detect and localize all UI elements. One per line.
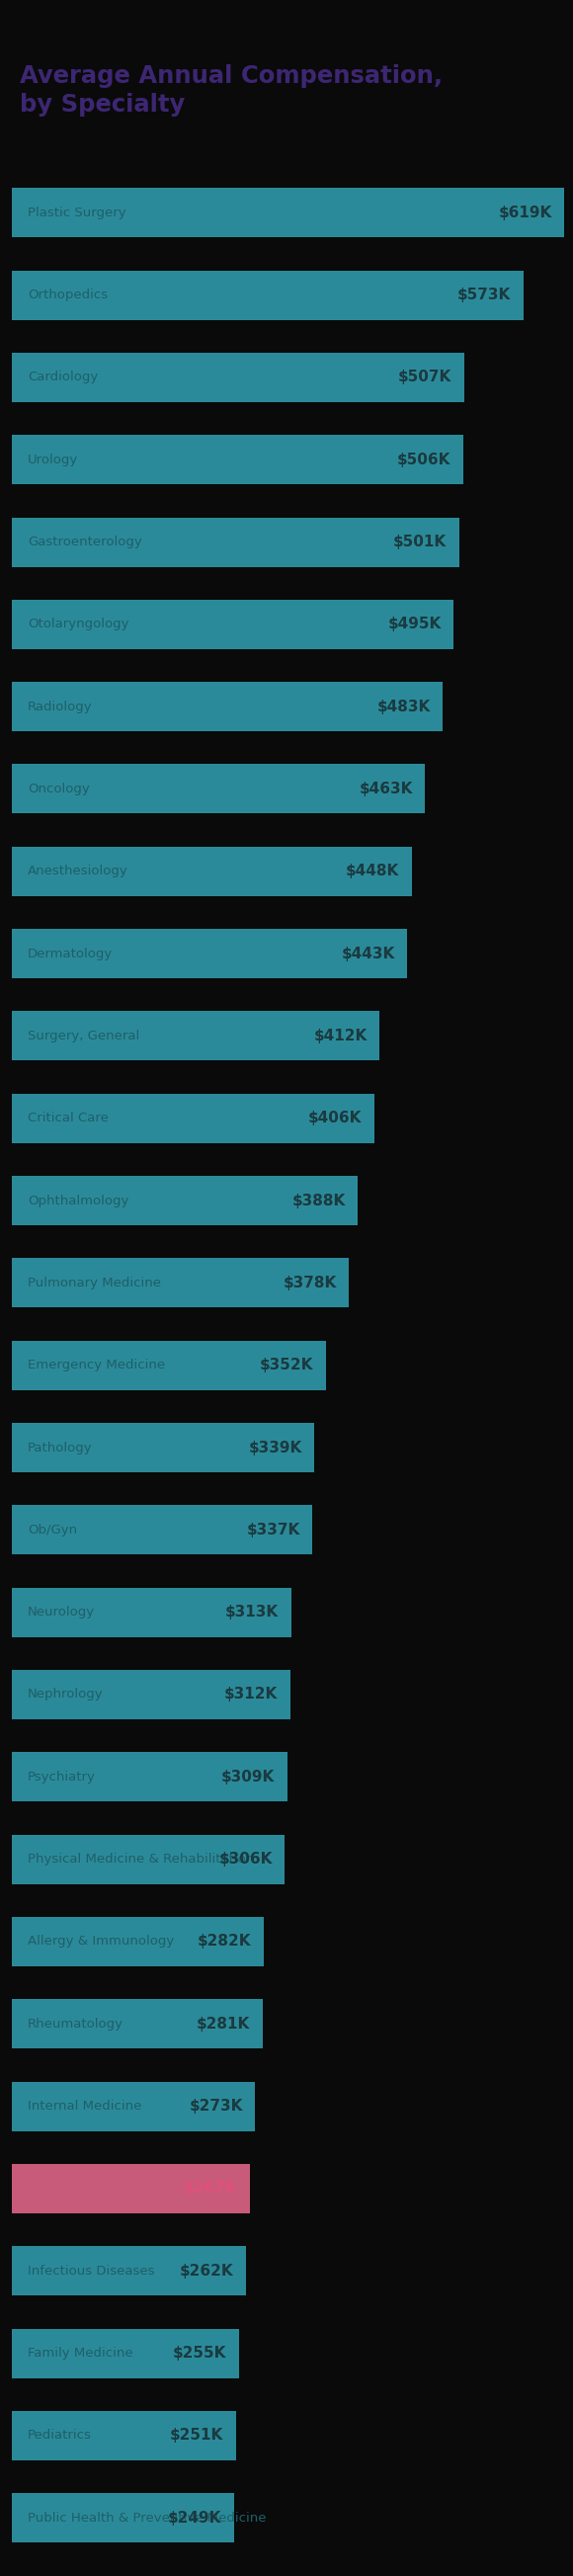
Bar: [11, 353, 465, 402]
Text: $309K: $309K: [221, 1770, 275, 1785]
Bar: [11, 1095, 374, 1144]
Text: Ophthalmology: Ophthalmology: [28, 1195, 129, 1208]
Bar: [11, 1587, 291, 1636]
Text: Pulmonary Medicine: Pulmonary Medicine: [28, 1278, 161, 1291]
Text: $495K: $495K: [387, 616, 441, 631]
Text: $378K: $378K: [283, 1275, 337, 1291]
Bar: [11, 2246, 246, 2295]
Text: Rheumatology: Rheumatology: [28, 2017, 123, 2030]
Text: Internal Medicine: Internal Medicine: [28, 2099, 142, 2112]
Text: Public Health & Preventive Medicine: Public Health & Preventive Medicine: [28, 2512, 266, 2524]
Text: Average Annual Compensation,
by Specialty: Average Annual Compensation, by Specialt…: [20, 64, 443, 116]
Bar: [11, 683, 443, 732]
Bar: [11, 1175, 358, 1226]
Text: $273K: $273K: [189, 2099, 243, 2115]
Bar: [11, 2164, 250, 2213]
Text: Dermatology: Dermatology: [28, 948, 113, 961]
Text: Critical Care: Critical Care: [28, 1113, 108, 1126]
Bar: [11, 1422, 315, 1473]
Text: Psychiatry: Psychiatry: [28, 1770, 96, 1783]
Text: Ob/Gyn: Ob/Gyn: [28, 1522, 77, 1535]
Text: $501K: $501K: [393, 536, 446, 549]
Text: Physical Medicine & Rehabilitation: Physical Medicine & Rehabilitation: [28, 1852, 254, 1865]
Bar: [11, 270, 523, 319]
Text: $249K: $249K: [168, 2512, 221, 2524]
Text: $282K: $282K: [197, 1935, 251, 1950]
Bar: [11, 2411, 236, 2460]
Text: Nephrology: Nephrology: [28, 1687, 103, 1700]
Text: Allergy & Immunology: Allergy & Immunology: [28, 1935, 174, 1947]
Text: Infectious Diseases: Infectious Diseases: [28, 2264, 155, 2277]
Text: $262K: $262K: [179, 2264, 233, 2277]
Text: Radiology: Radiology: [28, 701, 92, 714]
Text: $281K: $281K: [197, 2017, 250, 2032]
Text: $448K: $448K: [346, 863, 399, 878]
Text: $483K: $483K: [377, 698, 430, 714]
Text: Emergency Medicine: Emergency Medicine: [28, 1360, 165, 1370]
Text: $352K: $352K: [260, 1358, 313, 1373]
Text: Urology: Urology: [28, 453, 78, 466]
Bar: [11, 1917, 264, 1965]
Text: $251K: $251K: [170, 2429, 223, 2442]
Bar: [11, 2329, 240, 2378]
Text: $267K: $267K: [184, 2182, 237, 2195]
Bar: [11, 1669, 290, 1718]
Bar: [11, 1257, 349, 1309]
Text: Orthopedics: Orthopedics: [28, 289, 108, 301]
Text: $339K: $339K: [248, 1440, 302, 1455]
Text: Surgery, General: Surgery, General: [28, 1030, 139, 1043]
Bar: [11, 518, 459, 567]
Text: $412K: $412K: [313, 1028, 367, 1043]
Bar: [11, 1834, 285, 1883]
Text: Otolaryngology: Otolaryngology: [28, 618, 129, 631]
Bar: [11, 1999, 262, 2048]
Bar: [11, 848, 412, 896]
Text: $337K: $337K: [246, 1522, 300, 1538]
Bar: [11, 188, 564, 237]
Bar: [11, 2081, 256, 2130]
Text: $507K: $507K: [398, 371, 452, 384]
Text: Family Medicine: Family Medicine: [28, 2347, 133, 2360]
Text: Neurology: Neurology: [28, 1605, 95, 1618]
Text: $406K: $406K: [308, 1110, 362, 1126]
Bar: [11, 930, 407, 979]
Text: Cardiology: Cardiology: [28, 371, 98, 384]
Text: $312K: $312K: [224, 1687, 278, 1703]
Text: $255K: $255K: [173, 2347, 227, 2360]
Text: Oncology: Oncology: [28, 783, 89, 796]
Text: $388K: $388K: [292, 1193, 346, 1208]
Bar: [11, 2494, 234, 2543]
Text: $306K: $306K: [219, 1852, 272, 1868]
Text: $463K: $463K: [359, 781, 413, 796]
Text: $506K: $506K: [397, 453, 451, 466]
Text: Diabetes & Endocrinology: Diabetes & Endocrinology: [28, 2182, 198, 2195]
Text: $313K: $313K: [225, 1605, 278, 1620]
Bar: [11, 1340, 326, 1391]
Bar: [11, 1012, 379, 1061]
Text: $443K: $443K: [341, 945, 395, 961]
Text: Pathology: Pathology: [28, 1440, 92, 1453]
Text: $573K: $573K: [457, 289, 511, 301]
Text: Gastroenterology: Gastroenterology: [28, 536, 142, 549]
Bar: [11, 435, 464, 484]
Text: Anesthesiology: Anesthesiology: [28, 866, 128, 878]
Bar: [11, 765, 425, 814]
Text: $619K: $619K: [499, 206, 552, 219]
Bar: [11, 600, 454, 649]
Bar: [11, 1504, 312, 1556]
Text: Plastic Surgery: Plastic Surgery: [28, 206, 126, 219]
Text: Pediatrics: Pediatrics: [28, 2429, 92, 2442]
Bar: [11, 1752, 288, 1801]
